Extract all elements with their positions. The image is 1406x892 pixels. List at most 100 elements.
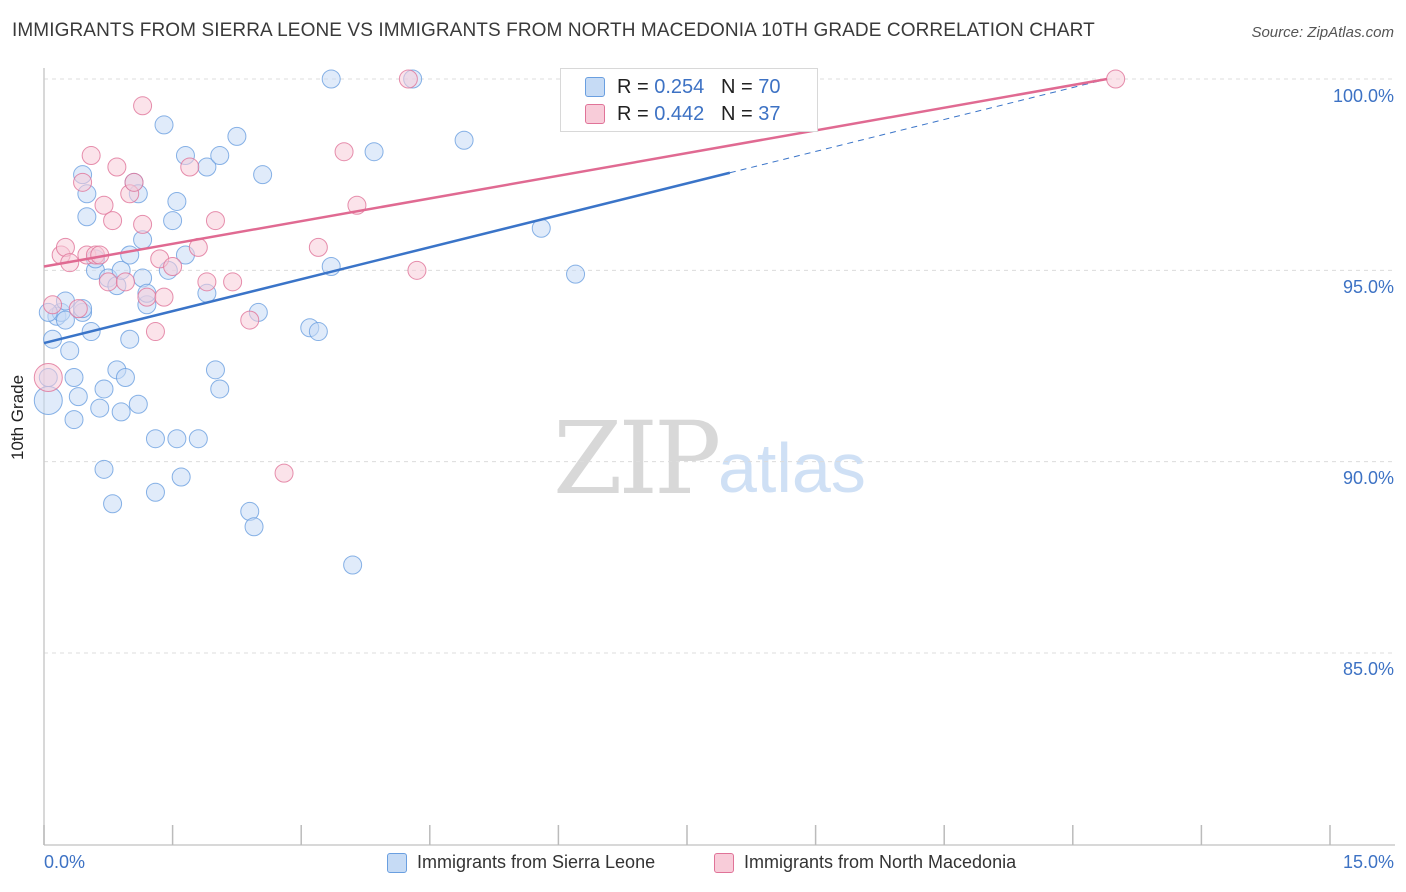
point-north-macedonia [81, 146, 101, 166]
y-tick-label-90: 90.0% [1342, 468, 1394, 488]
series-legend-north-macedonia: Immigrants from North Macedonia [714, 852, 1016, 873]
point-sierra-leone [64, 367, 84, 387]
point-north-macedonia [68, 299, 88, 319]
point-sierra-leone [90, 398, 110, 418]
point-sierra-leone [111, 402, 131, 422]
chart-source: Source: ZipAtlas.com [1251, 24, 1394, 41]
point-sierra-leone [77, 207, 97, 227]
point-north-macedonia [145, 322, 165, 342]
point-north-macedonia [124, 172, 144, 192]
legend-r-value: 0.254 [654, 75, 705, 98]
point-north-macedonia [43, 295, 63, 315]
point-sierra-leone [167, 191, 187, 211]
correlation-legend: R = 0.254 N = 70 R = 0.442 N = 37 [560, 68, 818, 132]
series-legend-sierra-leone: Immigrants from Sierra Leone [387, 852, 655, 873]
point-north-macedonia [398, 69, 418, 89]
point-sierra-leone [94, 459, 114, 479]
point-sierra-leone [60, 341, 80, 361]
point-north-macedonia [334, 142, 354, 162]
point-sierra-leone [227, 126, 247, 146]
point-north-macedonia [133, 214, 153, 234]
legend-r-label: R = [617, 75, 649, 98]
point-sierra-leone [364, 142, 384, 162]
point-sierra-leone [308, 322, 328, 342]
series-swatch-north-macedonia [714, 852, 734, 873]
legend-swatch-sierra-leone [585, 77, 605, 97]
series-swatch-sierra-leone [387, 852, 407, 873]
point-north-macedonia [107, 157, 127, 177]
legend-n-value: 70 [758, 75, 781, 98]
data-points [33, 69, 1126, 575]
point-sierra-leone [120, 245, 140, 265]
legend-n-value: 37 [758, 102, 781, 125]
point-sierra-leone [210, 379, 230, 399]
point-north-macedonia [223, 272, 243, 292]
point-north-macedonia [407, 260, 427, 280]
point-sierra-leone [68, 387, 88, 407]
point-sierra-leone [128, 394, 148, 414]
trend-line-north-macedonia [43, 77, 1108, 268]
point-sierra-leone [210, 146, 230, 166]
series-label-sierra-leone: Immigrants from Sierra Leone [417, 852, 656, 872]
legend-r-value: 0.442 [654, 102, 705, 125]
point-north-macedonia [163, 257, 183, 277]
trend-extension-sierra-leone [729, 78, 1108, 174]
point-north-macedonia [137, 287, 157, 307]
point-sierra-leone [64, 410, 84, 430]
point-north-macedonia [308, 237, 328, 257]
watermark-atlas: atlas [718, 429, 866, 507]
point-north-macedonia [103, 211, 123, 231]
legend-row-north-macedonia: R = 0.442 N = 37 [585, 102, 780, 126]
point-north-macedonia [98, 272, 118, 292]
point-sierra-leone [188, 429, 208, 449]
trend-line-sierra-leone [43, 171, 731, 345]
point-sierra-leone [103, 494, 123, 514]
trend-lines [43, 77, 1108, 345]
y-tick-label-85: 85.0% [1342, 659, 1394, 679]
chart-title: IMMIGRANTS FROM SIERRA LEONE VS IMMIGRAN… [12, 20, 1095, 41]
point-north-macedonia [115, 272, 135, 292]
point-sierra-leone [253, 165, 273, 185]
point-north-macedonia [94, 195, 114, 215]
point-sierra-leone [94, 379, 114, 399]
legend-n-label: N = [720, 75, 753, 98]
point-north-macedonia [73, 172, 93, 192]
point-sierra-leone [343, 555, 363, 575]
point-sierra-leone [115, 367, 135, 387]
x-tick-label-max: 15.0% [1342, 852, 1394, 872]
point-north-macedonia [205, 211, 225, 231]
point-sierra-leone [454, 130, 474, 150]
point-north-macedonia [180, 157, 200, 177]
point-sierra-leone [167, 429, 187, 449]
point-sierra-leone [171, 467, 191, 487]
point-sierra-leone [145, 482, 165, 502]
point-sierra-leone [321, 69, 341, 89]
series-label-north-macedonia: Immigrants from North Macedonia [744, 852, 1017, 872]
legend-row-sierra-leone: R = 0.254 N = 70 [585, 75, 780, 99]
watermark-zip: ZIP [553, 400, 721, 517]
point-sierra-leone [154, 115, 174, 135]
point-sierra-leone [120, 329, 140, 349]
gridlines [44, 78, 1395, 654]
point-north-macedonia [133, 96, 153, 116]
legend-r-label: R = [617, 102, 649, 125]
point-north-macedonia [33, 362, 63, 392]
point-sierra-leone [163, 211, 183, 231]
point-north-macedonia [1106, 69, 1126, 89]
axes [43, 68, 1395, 846]
point-north-macedonia [154, 287, 174, 307]
y-tick-label-95: 95.0% [1342, 277, 1394, 297]
point-sierra-leone [55, 310, 75, 330]
point-north-macedonia [240, 310, 260, 330]
point-north-macedonia [197, 272, 217, 292]
x-tick-label-min: 0.0% [44, 852, 86, 872]
point-sierra-leone [566, 264, 586, 284]
y-tick-label-100: 100.0% [1332, 86, 1394, 106]
point-sierra-leone [145, 429, 165, 449]
legend-n-label: N = [720, 102, 753, 125]
point-north-macedonia [274, 463, 294, 483]
point-sierra-leone [244, 517, 264, 537]
point-sierra-leone [205, 360, 225, 380]
legend-swatch-north-macedonia [585, 104, 605, 124]
